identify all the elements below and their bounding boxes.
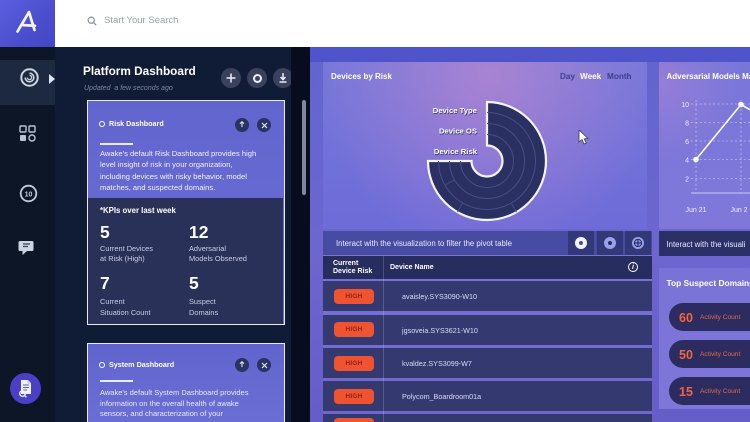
svg-text:Jun 2: Jun 2: [730, 207, 747, 214]
svg-text:Device Risk: Device Risk: [434, 147, 478, 156]
svg-text:2: 2: [685, 177, 689, 184]
svg-text:Device Risk: Device Risk: [435, 148, 479, 157]
svg-text:4: 4: [685, 158, 689, 165]
svg-text:Device OS: Device OS: [439, 127, 477, 136]
svg-text:Jun 21: Jun 21: [685, 207, 706, 214]
svg-text:10: 10: [25, 191, 33, 198]
svg-text:Device Type: Device Type: [433, 107, 478, 116]
svg-text:6: 6: [685, 139, 689, 146]
svg-text:8: 8: [685, 121, 689, 128]
svg-text:10: 10: [681, 102, 689, 109]
svg-text:Device OS: Device OS: [440, 127, 478, 136]
svg-text:Device Type: Device Type: [433, 106, 478, 115]
